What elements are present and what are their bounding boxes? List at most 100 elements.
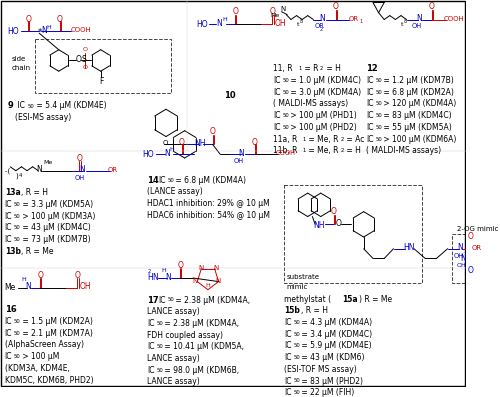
Text: O: O (179, 138, 185, 147)
Text: IC: IC (366, 123, 374, 132)
Text: -(: -( (4, 168, 12, 174)
Text: 50: 50 (14, 202, 20, 207)
Text: 50: 50 (376, 125, 382, 130)
Text: 50: 50 (294, 390, 300, 395)
Text: IC: IC (284, 353, 292, 362)
Bar (452, 234, 500, 283)
Text: 4: 4 (18, 173, 22, 178)
Text: 50: 50 (376, 113, 382, 118)
Text: 50: 50 (376, 102, 382, 106)
Text: = 1.0 μM (KDM4C): = 1.0 μM (KDM4C) (288, 76, 361, 85)
Text: 1: 1 (302, 148, 306, 153)
Text: 8: 8 (404, 19, 407, 24)
Text: 50: 50 (294, 378, 300, 384)
Text: N: N (214, 264, 219, 270)
Text: N: N (198, 264, 204, 270)
Text: Me: Me (270, 13, 280, 18)
Text: > 100 μM (KDM3A): > 100 μM (KDM3A) (20, 212, 95, 221)
Text: O: O (333, 2, 339, 12)
Text: *: * (38, 28, 42, 37)
Text: O: O (162, 141, 168, 146)
Text: 50: 50 (376, 137, 382, 142)
Text: t: t (401, 22, 404, 27)
Text: 50: 50 (294, 343, 300, 348)
Text: O: O (270, 7, 276, 16)
Text: = 4.3 μM (KDM4A): = 4.3 μM (KDM4A) (300, 318, 372, 327)
Text: H: H (22, 278, 26, 282)
Text: IC: IC (273, 111, 280, 120)
Text: IC: IC (284, 318, 292, 327)
Text: H: H (205, 283, 210, 288)
Text: IC: IC (148, 342, 155, 351)
Text: O: O (76, 55, 82, 64)
Text: 2: 2 (340, 148, 344, 153)
Text: mimic: mimic (286, 284, 308, 290)
Text: OH: OH (74, 175, 85, 181)
Text: 11b, R: 11b, R (273, 146, 297, 155)
Text: O: O (331, 207, 337, 216)
Text: = 2.1 μM (KDM7A): = 2.1 μM (KDM7A) (20, 329, 92, 338)
Text: (LANCE assay): (LANCE assay) (148, 187, 203, 196)
Text: 15a: 15a (342, 295, 358, 304)
Text: = 6.8 μM (KDM2A): = 6.8 μM (KDM2A) (382, 88, 454, 97)
Text: IC: IC (4, 224, 12, 232)
Text: N: N (416, 14, 422, 23)
Text: IC: IC (148, 366, 155, 375)
Text: COOH: COOH (444, 15, 464, 21)
Text: H: H (46, 25, 52, 30)
Text: OH: OH (453, 252, 464, 258)
Text: N: N (164, 148, 170, 158)
Text: = 98.0 μM (KDM6B,: = 98.0 μM (KDM6B, (162, 366, 240, 375)
Text: IC: IC (148, 319, 155, 328)
Text: O: O (429, 2, 435, 12)
Text: = Me, R: = Me, R (306, 146, 338, 155)
Text: side: side (11, 56, 26, 62)
Text: 50: 50 (294, 355, 300, 360)
Text: N: N (80, 165, 85, 174)
Text: 2: 2 (320, 66, 323, 71)
Text: NH: NH (194, 139, 205, 148)
Text: = 1.2 μM (KDM7B): = 1.2 μM (KDM7B) (382, 76, 454, 85)
Text: 15b: 15b (284, 306, 300, 315)
Text: (KDM3A, KDM4E,: (KDM3A, KDM4E, (4, 364, 70, 373)
Text: O: O (38, 271, 43, 279)
Text: OR: OR (349, 15, 359, 21)
Text: N: N (319, 14, 324, 23)
Text: = 83 μM (KDM4C): = 83 μM (KDM4C) (382, 111, 452, 120)
Text: HO: HO (8, 27, 19, 36)
Text: 50: 50 (14, 331, 20, 335)
Text: IC: IC (284, 330, 292, 339)
Text: = Ac: = Ac (344, 135, 364, 144)
Text: N: N (216, 19, 222, 28)
Text: S: S (81, 55, 86, 64)
Text: (AlphaScreen Assay): (AlphaScreen Assay) (4, 340, 84, 349)
Text: IC: IC (273, 123, 280, 132)
Text: 50: 50 (14, 354, 20, 359)
Text: 13b: 13b (4, 247, 20, 256)
Text: , R = H: , R = H (22, 188, 48, 197)
Text: 50: 50 (282, 78, 290, 83)
Text: IC: IC (4, 317, 12, 326)
Text: substrate: substrate (286, 274, 320, 280)
Text: = 55 μM (KDM5A): = 55 μM (KDM5A) (382, 123, 452, 132)
Text: ) R = Me: ) R = Me (359, 295, 392, 304)
Text: OH: OH (274, 19, 286, 28)
Text: 50: 50 (28, 104, 34, 109)
Text: 50: 50 (282, 113, 290, 118)
Text: , R = H: , R = H (301, 306, 328, 315)
Text: = 83 μM (PHD2): = 83 μM (PHD2) (300, 376, 364, 385)
Text: 50: 50 (294, 331, 300, 337)
Text: = 10.41 μM (KDM5A,: = 10.41 μM (KDM5A, (162, 342, 244, 351)
Text: N: N (460, 254, 466, 263)
Text: O: O (336, 219, 342, 228)
Text: O: O (25, 15, 31, 24)
Text: OR: OR (314, 23, 324, 29)
Text: LANCE assay): LANCE assay) (148, 378, 200, 386)
Text: N: N (238, 148, 244, 158)
Text: N: N (36, 165, 42, 174)
Text: 50: 50 (14, 319, 20, 324)
Text: N: N (457, 243, 462, 252)
Text: = H: = H (344, 146, 361, 155)
Text: > 100 μM (KDM6A): > 100 μM (KDM6A) (382, 135, 457, 144)
Text: N: N (165, 272, 171, 281)
